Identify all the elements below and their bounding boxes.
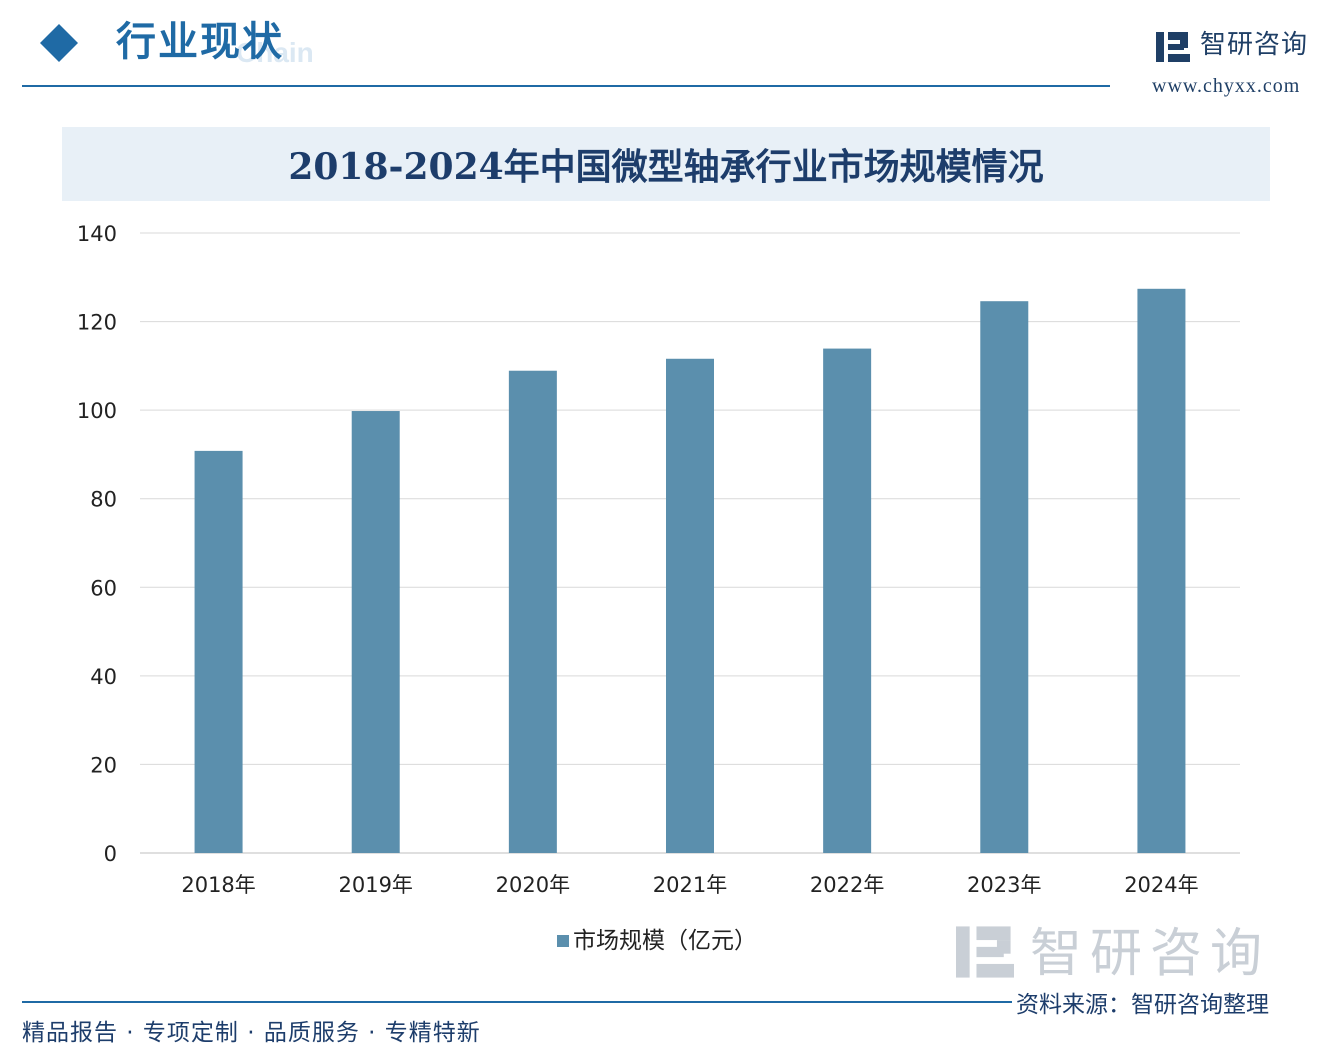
brand-name: 智研咨询 bbox=[1200, 30, 1309, 60]
watermark-brand-name: 智研咨询 bbox=[1030, 924, 1271, 984]
footer-slogan: 精品报告 · 专项定制 · 品质服务 · 专精特新 bbox=[22, 1020, 481, 1046]
x-tick-label: 2019年 bbox=[338, 873, 412, 897]
bar bbox=[351, 411, 400, 853]
brand-logo-icon bbox=[1156, 32, 1190, 62]
bar bbox=[823, 348, 872, 853]
y-tick-label: 80 bbox=[90, 488, 117, 512]
chart-title-banner bbox=[62, 127, 1270, 201]
chart-title: 2018-2024年中国微型轴承行业市场规模情况 bbox=[288, 146, 1044, 188]
x-tick-label: 2018年 bbox=[181, 873, 255, 897]
bar bbox=[666, 358, 714, 853]
bar bbox=[194, 450, 243, 853]
section-title: 行业现状 bbox=[116, 18, 284, 65]
y-tick-label: 120 bbox=[77, 311, 117, 335]
source-note: 资料来源：智研咨询整理 bbox=[1016, 992, 1269, 1018]
footer-divider bbox=[22, 1001, 1012, 1003]
diamond-icon bbox=[40, 24, 78, 62]
y-tick-label: 20 bbox=[90, 753, 117, 777]
bar bbox=[508, 370, 557, 853]
bar bbox=[980, 301, 1029, 853]
brand-url: www.chyxx.com bbox=[1152, 75, 1301, 97]
chart-legend: 市场规模（亿元） bbox=[557, 924, 757, 958]
x-tick-label: 2020年 bbox=[496, 873, 570, 897]
section-subtitle-en: Chain bbox=[236, 37, 314, 68]
header-divider bbox=[22, 85, 1110, 87]
x-tick-label: 2023年 bbox=[967, 873, 1041, 897]
bar bbox=[1137, 288, 1186, 853]
y-tick-label: 40 bbox=[90, 665, 117, 689]
watermark-logo-icon bbox=[956, 926, 1014, 978]
x-tick-label: 2021年 bbox=[653, 873, 727, 897]
y-tick-label: 60 bbox=[90, 576, 117, 600]
legend-label: 市场规模（亿元） bbox=[573, 928, 757, 954]
legend-swatch bbox=[557, 935, 569, 947]
y-tick-label: 140 bbox=[77, 222, 117, 246]
y-tick-label: 0 bbox=[104, 842, 117, 866]
x-tick-label: 2022年 bbox=[810, 873, 884, 897]
y-tick-label: 100 bbox=[77, 399, 117, 423]
x-tick-label: 2024年 bbox=[1124, 873, 1198, 897]
